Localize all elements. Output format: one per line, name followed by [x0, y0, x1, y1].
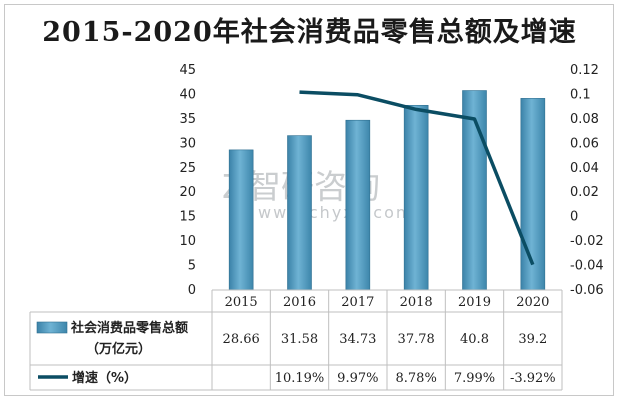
left-tick-label: 35 — [179, 112, 196, 127]
bar — [462, 90, 487, 291]
growth-value-cell: 10.19% — [275, 371, 325, 386]
growth-value-cell: 8.78% — [396, 371, 437, 386]
bar-value-cell: 31.58 — [281, 332, 318, 347]
line-series — [299, 90, 535, 266]
category-label: 2016 — [283, 295, 316, 310]
growth-value-cell: 7.99% — [454, 371, 495, 386]
bar-value-cell: 34.73 — [339, 332, 376, 347]
bar — [520, 98, 546, 291]
left-tick-label: 20 — [179, 185, 196, 200]
bar-value-cell: 37.78 — [398, 332, 435, 347]
right-tick-label: 0.04 — [570, 161, 599, 176]
left-tick-label: 45 — [179, 63, 196, 78]
bar-value-cell: 40.8 — [460, 332, 489, 347]
growth-value-cell: -3.92% — [510, 371, 556, 386]
bar — [345, 119, 371, 291]
bar-value-cell: 39.2 — [518, 332, 547, 347]
right-tick-label: -0.04 — [570, 259, 604, 274]
left-tick-label: 40 — [179, 87, 196, 102]
line-legend-label: 增速（%） — [72, 370, 137, 386]
right-tick-label: 0.08 — [570, 112, 599, 127]
bar — [403, 104, 429, 291]
axes: 0 5 10 15 20 25 30 35 40 45 -0.06 -0.04 -0.02 0 0.02 0.… — [179, 63, 603, 298]
right-tick-label: 0.06 — [570, 136, 599, 151]
left-tick-label: 25 — [179, 161, 196, 176]
data-table: 2015 2016 2017 2018 2019 2020 社会消费品零售总额 （万亿元） 28… — [29, 289, 563, 391]
bar-legend-unit: （万亿元） — [86, 341, 151, 357]
category-label: 2015 — [225, 295, 258, 310]
bar — [228, 149, 254, 291]
left-tick-label: 5 — [188, 259, 196, 274]
left-tick-label: 10 — [179, 234, 196, 249]
chart-title: 2015-2020年社会消费品零售总额及增速 — [42, 17, 577, 48]
right-tick-label: 0.12 — [570, 63, 599, 78]
left-tick-label: 0 — [188, 283, 196, 298]
right-tick-label: 0.02 — [570, 185, 599, 200]
right-tick-label: 0 — [570, 210, 578, 225]
left-tick-label: 15 — [179, 210, 196, 225]
left-tick-label: 30 — [179, 136, 196, 151]
growth-value-cell: 9.97% — [337, 371, 378, 386]
bar-legend-label: 社会消费品零售总额 — [70, 320, 188, 336]
bar — [287, 135, 312, 291]
right-tick-label: -0.06 — [570, 283, 604, 298]
watermark-url: www.chyxx.com — [258, 203, 413, 222]
bar-legend-swatch — [36, 321, 68, 334]
category-label: 2017 — [341, 295, 374, 310]
category-label: 2020 — [516, 295, 549, 310]
right-tick-label: 0.1 — [570, 87, 591, 102]
right-tick-label: -0.02 — [570, 234, 604, 249]
bar-value-cell: 28.66 — [223, 332, 260, 347]
category-label: 2018 — [400, 295, 433, 310]
category-label: 2019 — [458, 295, 491, 310]
